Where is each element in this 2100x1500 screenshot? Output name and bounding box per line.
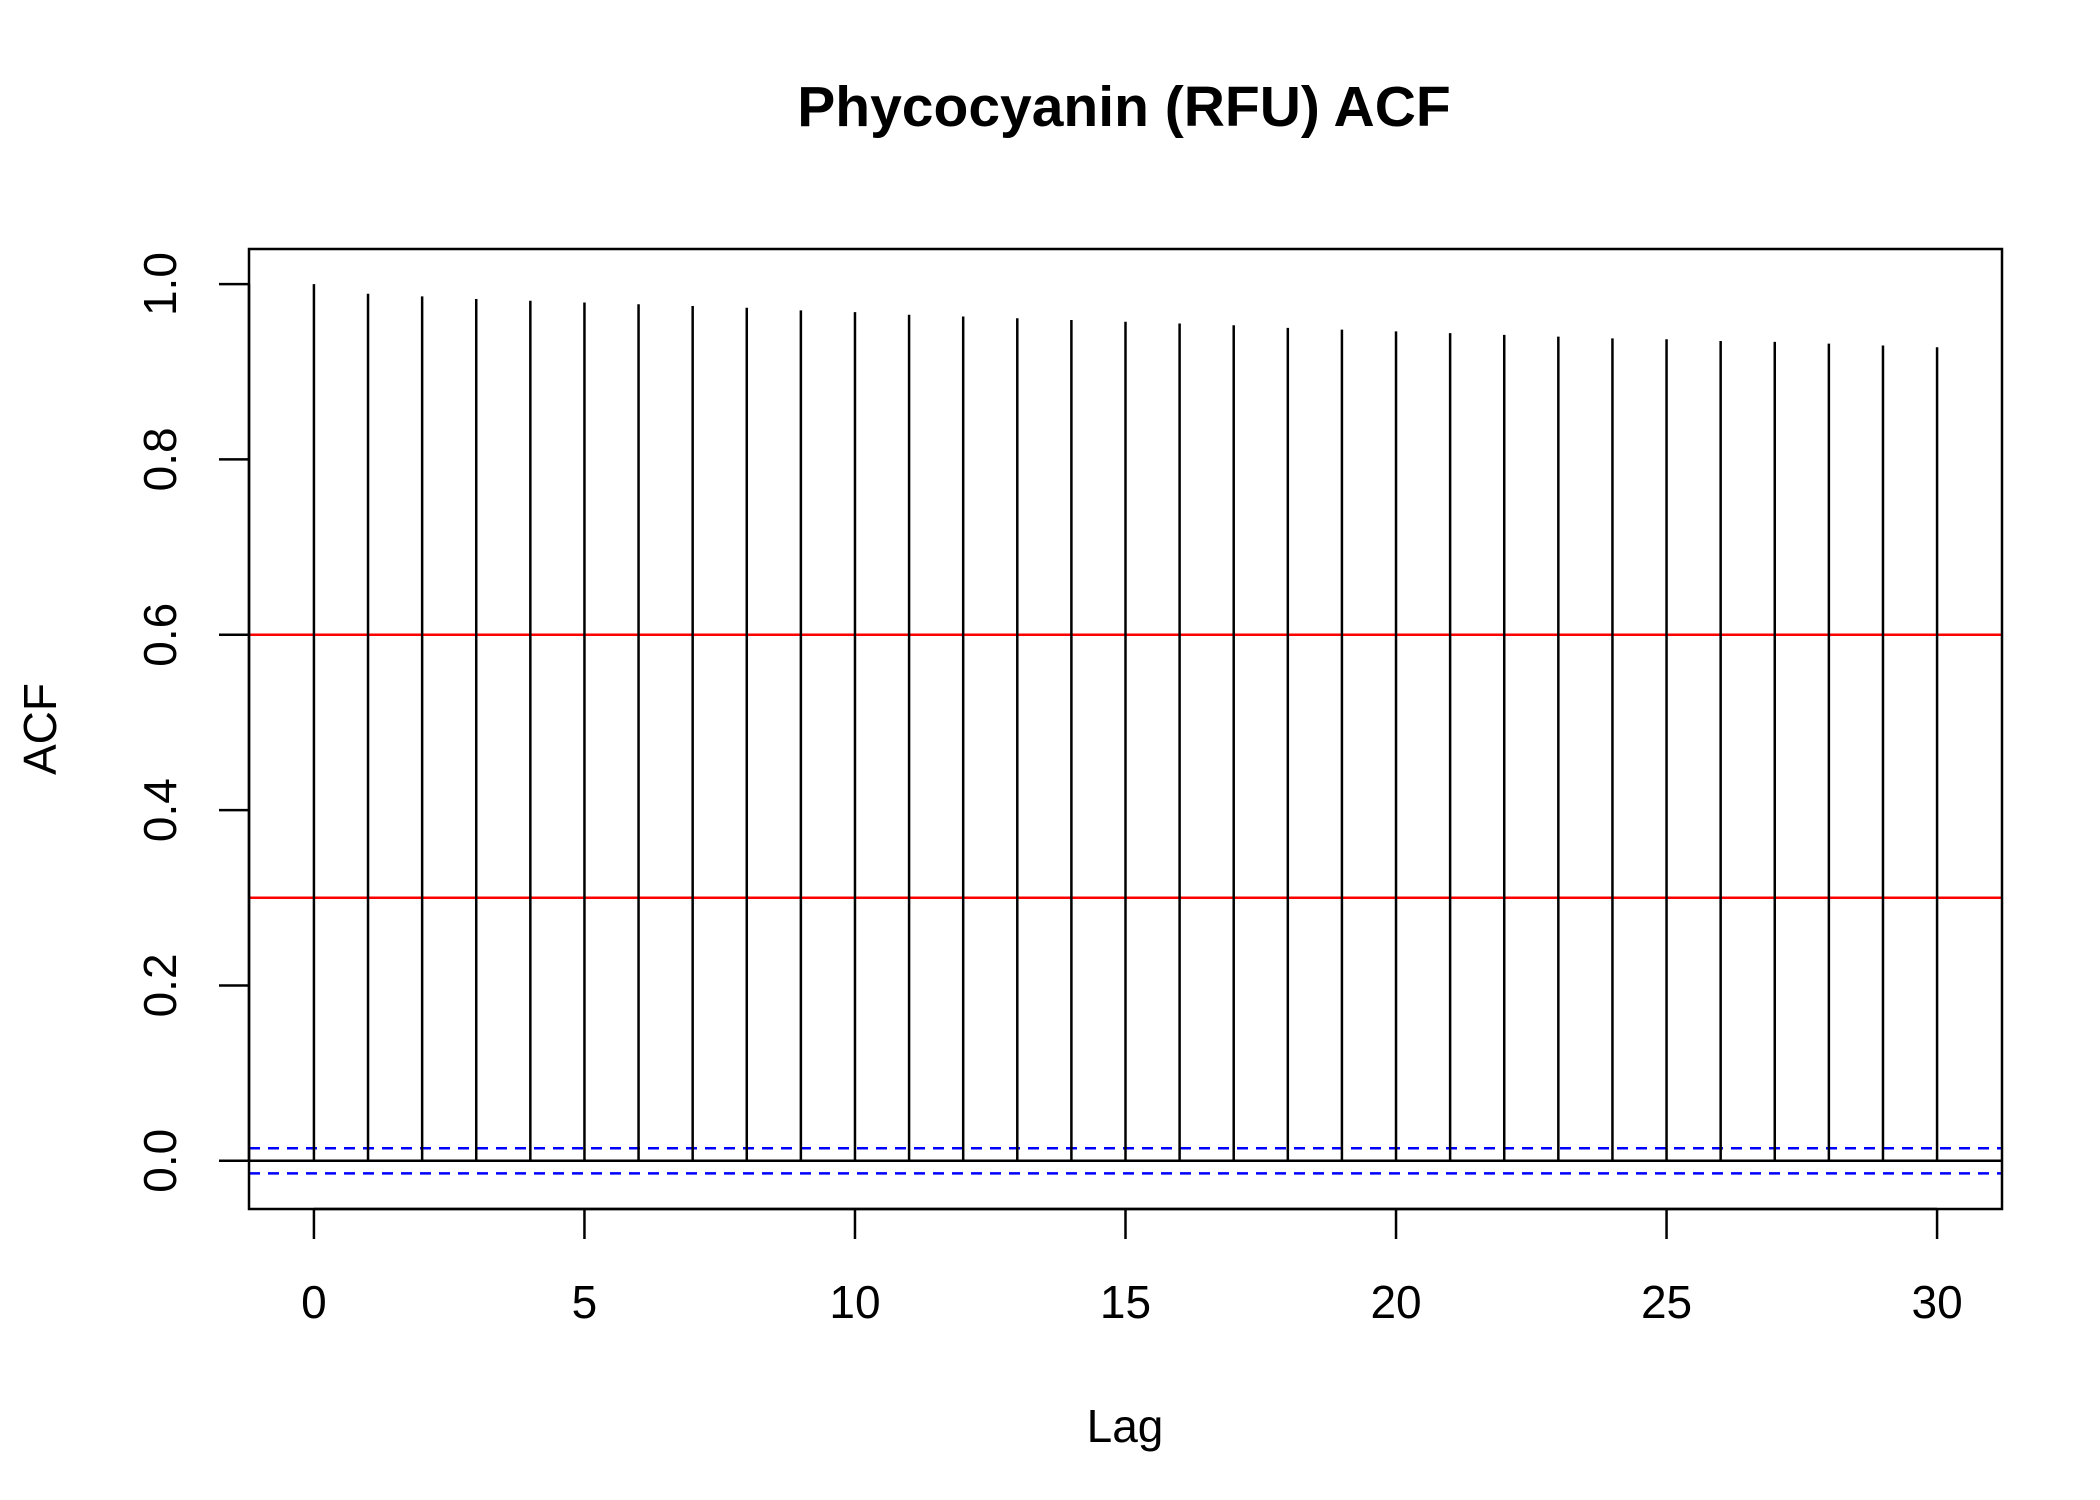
y-tick-label-0: 0.0 <box>134 1129 186 1193</box>
x-tick-label-15: 15 <box>1100 1276 1151 1328</box>
x-axis-label: Lag <box>1087 1400 1164 1452</box>
x-tick-label-5: 5 <box>572 1276 598 1328</box>
chart-title: Phycocyanin (RFU) ACF <box>797 75 1450 139</box>
x-tick-label-25: 25 <box>1641 1276 1692 1328</box>
x-tick-label-0: 0 <box>301 1276 327 1328</box>
y-tick-label-3: 0.6 <box>134 603 186 667</box>
x-axis: 0 5 10 15 20 25 30 <box>301 1207 1963 1328</box>
y-tick-label-1: 0.2 <box>134 953 186 1017</box>
x-tick-label-20: 20 <box>1370 1276 1421 1328</box>
y-axis: 0.0 0.2 0.4 0.6 0.8 1.0 <box>134 252 251 1193</box>
y-tick-label-4: 0.8 <box>134 427 186 491</box>
x-tick-label-30: 30 <box>1911 1276 1962 1328</box>
acf-bars <box>312 284 1939 1161</box>
y-axis-label: ACF <box>14 683 66 775</box>
x-tick-label-10: 10 <box>829 1276 880 1328</box>
y-tick-label-5: 1.0 <box>134 252 186 316</box>
y-tick-label-2: 0.4 <box>134 778 186 842</box>
